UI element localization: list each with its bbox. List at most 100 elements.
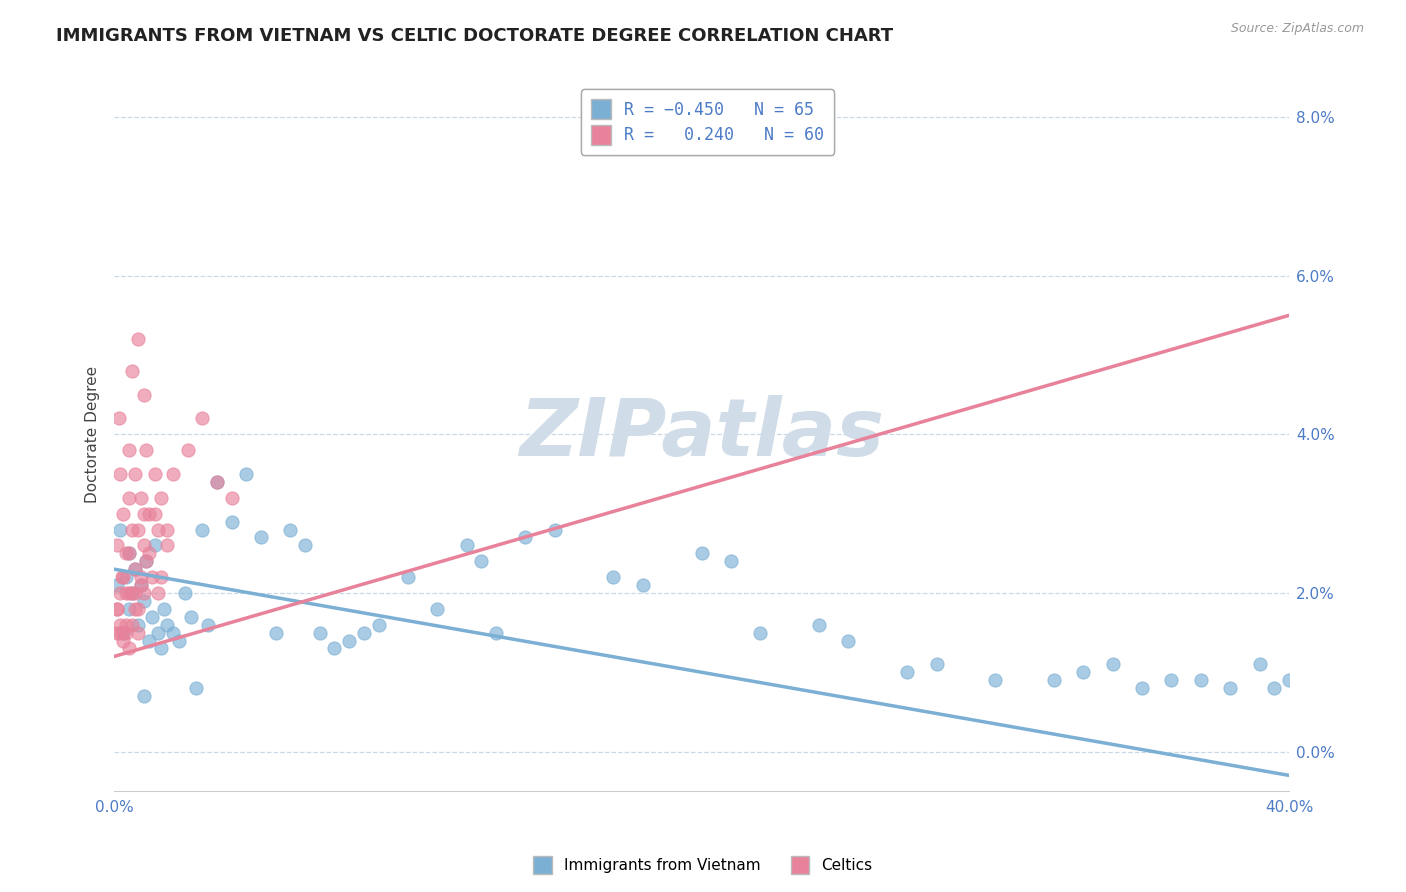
- Point: [515, 531, 537, 545]
- Text: Source: ZipAtlas.com: Source: ZipAtlas.com: [1230, 22, 1364, 36]
- Point: [105, 578, 128, 592]
- Point: [141, 609, 163, 624]
- Point: [280, 523, 302, 537]
- Point: [127, 617, 149, 632]
- Point: [115, 625, 138, 640]
- Point: [108, 467, 131, 481]
- Point: [129, 578, 152, 592]
- Point: [221, 491, 243, 505]
- Point: [808, 617, 831, 632]
- Point: [118, 546, 141, 560]
- Point: [143, 467, 166, 481]
- Point: [294, 538, 316, 552]
- Point: [111, 625, 134, 640]
- Point: [127, 625, 149, 640]
- Point: [121, 523, 143, 537]
- Point: [135, 443, 157, 458]
- Point: [191, 411, 214, 425]
- Text: ZIPatlas: ZIPatlas: [519, 395, 884, 474]
- Point: [148, 586, 170, 600]
- Point: [121, 364, 143, 378]
- Point: [156, 538, 179, 552]
- Point: [426, 602, 449, 616]
- Point: [156, 523, 179, 537]
- Point: [1043, 673, 1066, 688]
- Point: [124, 586, 146, 600]
- Point: [150, 491, 173, 505]
- Point: [150, 641, 173, 656]
- Legend: R = −0.450   N = 65, R =   0.240   N = 60: R = −0.450 N = 65, R = 0.240 N = 60: [581, 89, 834, 154]
- Point: [111, 625, 134, 640]
- Point: [984, 673, 1007, 688]
- Point: [129, 570, 152, 584]
- Point: [105, 602, 128, 616]
- Point: [205, 475, 228, 489]
- Point: [221, 515, 243, 529]
- Point: [108, 586, 131, 600]
- Point: [162, 467, 184, 481]
- Point: [121, 617, 143, 632]
- Point: [127, 602, 149, 616]
- Point: [111, 570, 134, 584]
- Point: [837, 633, 859, 648]
- Point: [143, 507, 166, 521]
- Point: [1130, 681, 1153, 695]
- Point: [105, 538, 128, 552]
- Point: [108, 617, 131, 632]
- Point: [353, 625, 375, 640]
- Text: IMMIGRANTS FROM VIETNAM VS CELTIC DOCTORATE DEGREE CORRELATION CHART: IMMIGRANTS FROM VIETNAM VS CELTIC DOCTOR…: [56, 27, 893, 45]
- Point: [162, 625, 184, 640]
- Point: [115, 617, 138, 632]
- Point: [132, 387, 155, 401]
- Point: [1219, 681, 1241, 695]
- Point: [1101, 657, 1123, 672]
- Point: [132, 538, 155, 552]
- Point: [129, 578, 152, 592]
- Point: [1263, 681, 1285, 695]
- Point: [235, 467, 257, 481]
- Point: [110, 570, 132, 584]
- Point: [124, 602, 146, 616]
- Point: [1189, 673, 1212, 688]
- Point: [105, 625, 128, 640]
- Point: [925, 657, 948, 672]
- Point: [115, 546, 138, 560]
- Point: [121, 586, 143, 600]
- Point: [124, 562, 146, 576]
- Point: [132, 507, 155, 521]
- Point: [602, 570, 624, 584]
- Point: [132, 586, 155, 600]
- Point: [108, 523, 131, 537]
- Point: [127, 523, 149, 537]
- Point: [631, 578, 654, 592]
- Point: [323, 641, 346, 656]
- Point: [118, 546, 141, 560]
- Point: [132, 594, 155, 608]
- Point: [1160, 673, 1182, 688]
- Point: [176, 443, 198, 458]
- Point: [749, 625, 772, 640]
- Point: [148, 625, 170, 640]
- Point: [1278, 673, 1301, 688]
- Point: [118, 641, 141, 656]
- Point: [156, 617, 179, 632]
- Point: [141, 570, 163, 584]
- Point: [205, 475, 228, 489]
- Point: [896, 665, 918, 680]
- Point: [148, 523, 170, 537]
- Point: [456, 538, 478, 552]
- Point: [115, 586, 138, 600]
- Point: [470, 554, 492, 568]
- Point: [367, 617, 389, 632]
- Point: [108, 625, 131, 640]
- Point: [138, 507, 160, 521]
- Point: [720, 554, 742, 568]
- Point: [544, 523, 567, 537]
- Point: [1249, 657, 1271, 672]
- Point: [107, 411, 129, 425]
- Point: [173, 586, 195, 600]
- Point: [105, 602, 128, 616]
- Point: [118, 586, 141, 600]
- Point: [250, 531, 273, 545]
- Point: [167, 633, 190, 648]
